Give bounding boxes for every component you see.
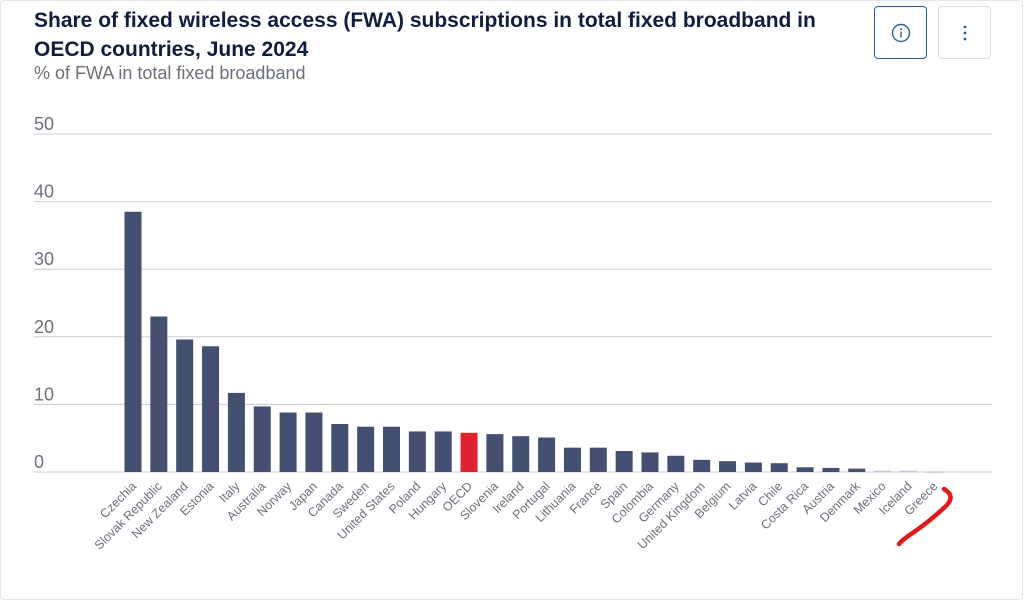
y-tick-label: 40 — [34, 182, 54, 202]
bar-belgium — [719, 461, 737, 472]
info-button[interactable] — [874, 6, 927, 59]
bar-united-states — [383, 426, 400, 472]
bar-mexico — [874, 470, 892, 473]
bar-sweden — [357, 426, 375, 472]
bar-oecd — [460, 432, 478, 472]
bar-iceland — [900, 470, 917, 473]
chart-subtitle: % of FWA in total fixed broadband — [34, 63, 306, 83]
bar-new-zealand — [176, 339, 194, 472]
chart-title: Share of fixed wireless access (FWA) sub… — [34, 9, 816, 61]
info-circle-icon — [891, 23, 910, 42]
bar-lithuania — [563, 447, 581, 472]
y-tick-label: 0 — [34, 452, 44, 472]
y-tick-label: 10 — [34, 384, 54, 404]
bar-france — [589, 447, 607, 472]
bar-portugal — [538, 437, 556, 472]
y-axis-ticks: 0 10 20 30 40 50 — [34, 114, 54, 472]
bar-colombia — [641, 452, 659, 472]
bar-denmark — [848, 468, 866, 472]
x-tick-label: Latvia — [726, 479, 760, 513]
bar-slovenia — [486, 434, 504, 472]
bar-japan — [305, 412, 323, 472]
bars — [124, 211, 943, 473]
bar-estonia — [202, 346, 220, 472]
bar-poland — [408, 431, 426, 472]
bar-spain — [615, 451, 633, 472]
bar-costa-rica — [796, 467, 814, 472]
y-tick-label: 50 — [34, 114, 54, 134]
bar-ireland — [512, 436, 530, 472]
bar-greece — [925, 471, 943, 473]
bar-united-kingdom — [693, 459, 711, 472]
more-options-button[interactable] — [938, 6, 991, 59]
vertical-ellipsis-icon — [963, 25, 966, 40]
bar-austria — [822, 467, 840, 472]
bar-latvia — [744, 462, 762, 472]
bar-australia — [253, 406, 271, 472]
bar-czechia — [124, 211, 142, 473]
bar-canada — [331, 424, 349, 472]
bar-germany — [667, 455, 685, 472]
bar-hungary — [434, 431, 452, 472]
red-annotation-mark — [896, 486, 953, 547]
bar-slovak-republic — [150, 316, 168, 472]
bar-norway — [279, 412, 297, 472]
bar-chile — [770, 463, 788, 472]
y-tick-label: 30 — [34, 249, 54, 269]
bar-italy — [227, 392, 245, 472]
y-tick-label: 20 — [34, 317, 54, 337]
